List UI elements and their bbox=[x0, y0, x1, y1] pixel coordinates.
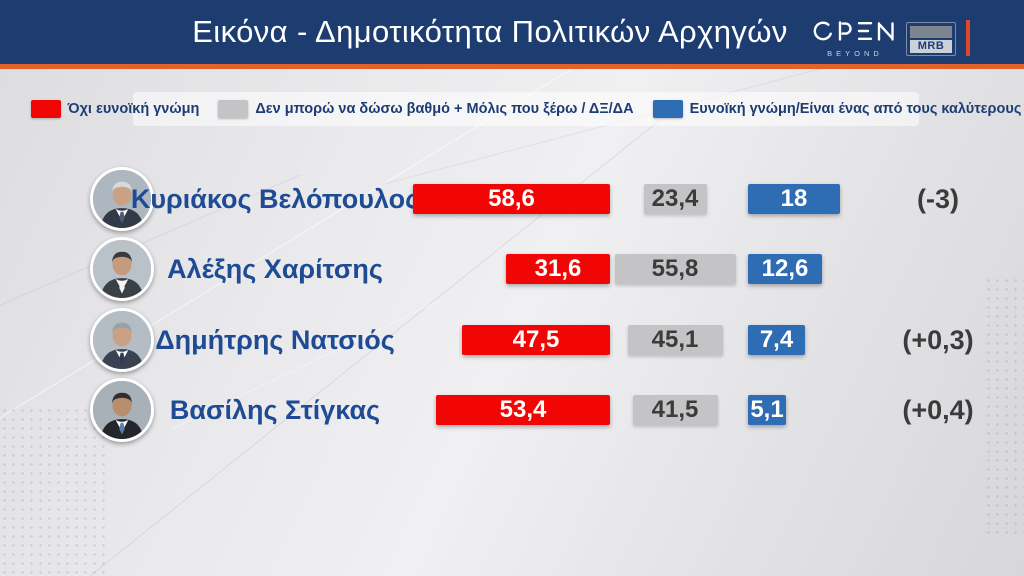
unfavorable-bar: 53,4 bbox=[436, 395, 610, 425]
unfavorable-bar: 58,6 bbox=[413, 184, 610, 214]
red-swatch-icon bbox=[30, 100, 61, 118]
person-portrait-icon bbox=[93, 381, 151, 439]
legend: Όχι ευνοϊκή γνώμη Δεν μπορώ να δώσω βαθμ… bbox=[30, 92, 1021, 126]
politician-row: Βασίλης Στίγκας 53,4 41,5 5,1 (+0,4) bbox=[0, 375, 1024, 445]
person-portrait-icon bbox=[93, 311, 151, 369]
change-value bbox=[876, 234, 1000, 304]
legend-item-neutral: Δεν μπορώ να δώσω βαθμό + Μόλις που ξέρω… bbox=[218, 100, 634, 118]
mrb-logo: MRB bbox=[906, 22, 956, 56]
open-logo-icon bbox=[813, 21, 894, 41]
person-portrait-icon bbox=[93, 170, 151, 228]
unfavorable-bar: 31,6 bbox=[506, 254, 610, 284]
person-portrait-icon bbox=[93, 240, 151, 298]
politician-name: Βασίλης Στίγκας bbox=[169, 394, 381, 425]
favorable-bar: 7,4 bbox=[748, 325, 805, 355]
blue-swatch-icon bbox=[652, 100, 683, 118]
unfavorable-bar: 47,5 bbox=[462, 325, 610, 355]
neutral-bar: 45,1 bbox=[627, 325, 723, 355]
politician-row: Δημήτρης Νατσιός 47,5 45,1 7,4 (+0,3) bbox=[0, 305, 1024, 375]
politician-name: Δημήτρης Νατσιός bbox=[155, 324, 395, 355]
change-value: (+0,4) bbox=[902, 394, 974, 425]
gray-swatch-icon bbox=[218, 100, 249, 118]
legend-label: Δεν μπορώ να δώσω βαθμό + Μόλις που ξέρω… bbox=[255, 101, 634, 117]
legend-label: Όχι ευνοϊκή γνώμη bbox=[67, 101, 200, 117]
favorable-bar: 5,1 bbox=[748, 395, 786, 425]
politician-row: Κυριάκος Βελόπουλος 58,6 23,4 18 (-3) bbox=[0, 164, 1024, 234]
politician-name: Αλέξης Χαρίτσης bbox=[167, 253, 383, 284]
neutral-bar: 23,4 bbox=[643, 184, 707, 214]
politician-avatar bbox=[90, 237, 154, 301]
politician-row: Αλέξης Χαρίτσης 31,6 55,8 12,6 bbox=[0, 234, 1024, 304]
neutral-bar: 41,5 bbox=[632, 395, 718, 425]
header-bar: Εικόνα - Δημοτικότητα Πολιτικών Αρχηγών … bbox=[0, 0, 1024, 64]
mrb-logo-text: MRB bbox=[910, 39, 952, 53]
favorable-bar: 18 bbox=[748, 184, 840, 214]
logo-separator-tick bbox=[966, 20, 970, 56]
mrb-logo-bar bbox=[910, 25, 952, 38]
orange-divider bbox=[0, 64, 1024, 69]
page-title: Εικόνα - Δημοτικότητα Πολιτικών Αρχηγών bbox=[192, 14, 788, 49]
change-value: (+0,3) bbox=[902, 324, 974, 355]
politician-name: Κυριάκος Βελόπουλος bbox=[130, 183, 420, 214]
open-channel-logo: BEYOND bbox=[812, 20, 898, 58]
politician-avatar bbox=[90, 308, 154, 372]
legend-label: Ευνοϊκή γνώμη/Είναι ένας από τους καλύτε… bbox=[689, 101, 1022, 117]
legend-item-unfavorable: Όχι ευνοϊκή γνώμη bbox=[30, 100, 200, 118]
favorable-bar: 12,6 bbox=[748, 254, 822, 284]
open-logo-beyond-text: BEYOND bbox=[827, 49, 883, 58]
legend-item-favorable: Ευνοϊκή γνώμη/Είναι ένας από τους καλύτε… bbox=[652, 100, 1022, 118]
politician-avatar bbox=[90, 167, 154, 231]
politician-avatar bbox=[90, 378, 154, 442]
neutral-bar: 55,8 bbox=[614, 254, 736, 284]
change-value: (-3) bbox=[917, 183, 959, 214]
